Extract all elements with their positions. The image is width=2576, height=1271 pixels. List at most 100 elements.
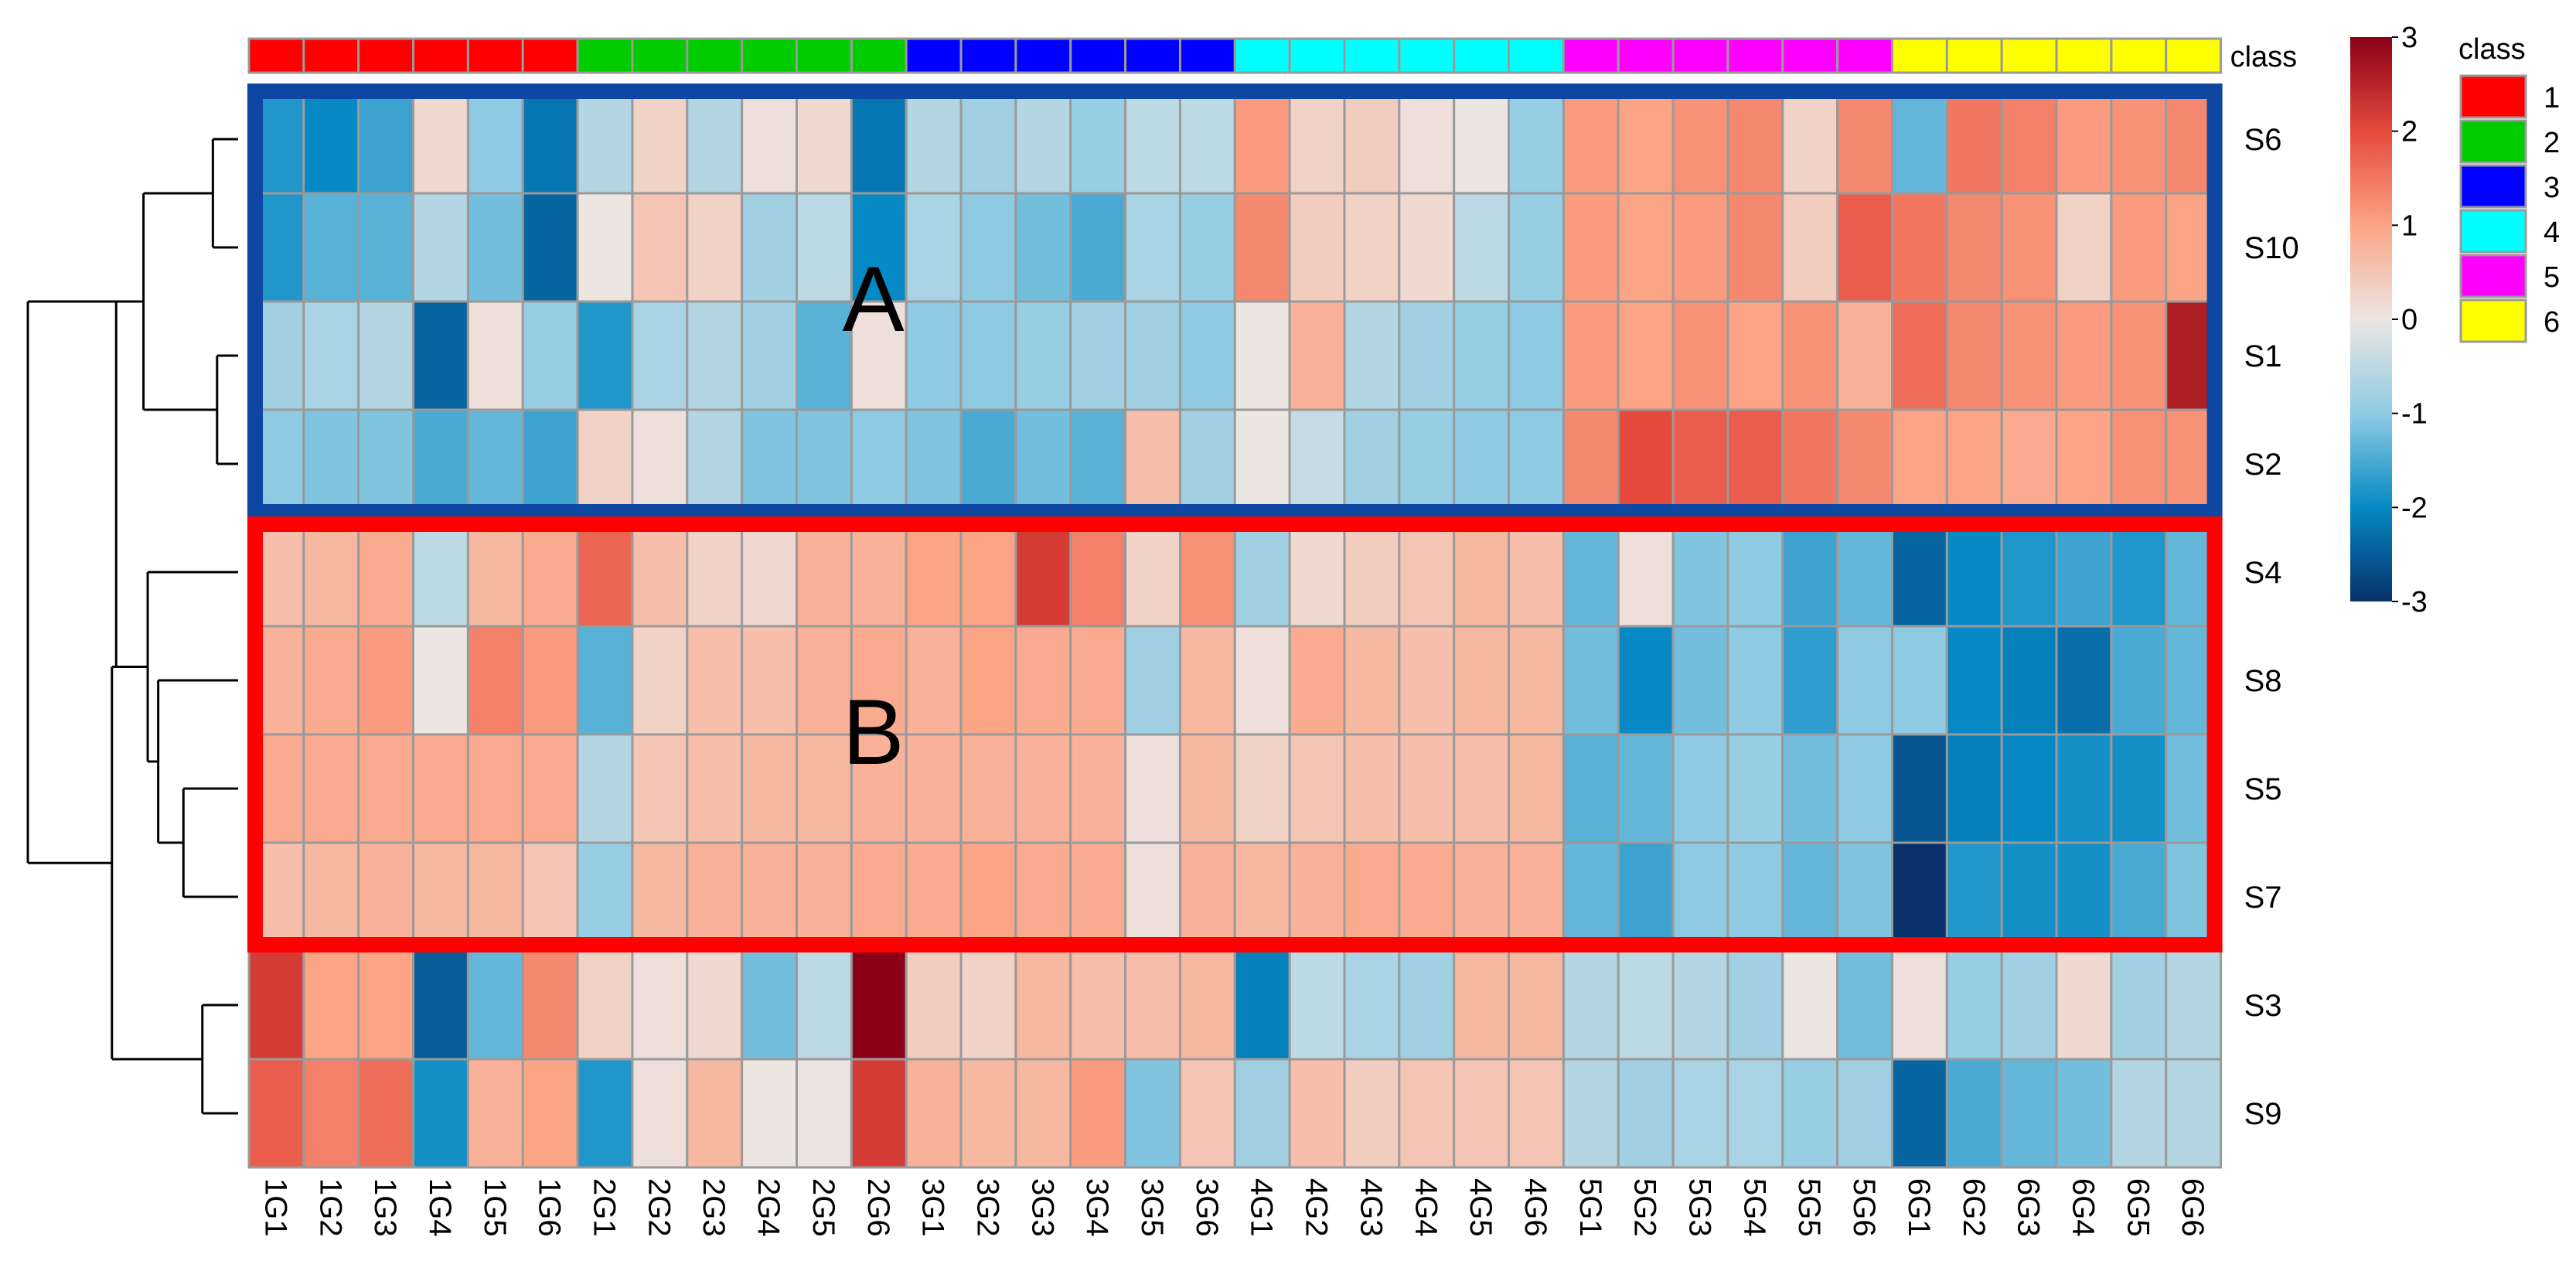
heatmap-cell: [1726, 949, 1784, 1061]
column-label: 3G2: [970, 1178, 1004, 1237]
heatmap-cell: [412, 408, 469, 520]
column-label: 3G1: [916, 1178, 950, 1237]
heatmap-cell: [1453, 192, 1511, 303]
heatmap-cell: [1014, 949, 1072, 1061]
heatmap-cell: [2110, 192, 2168, 303]
heatmap-cell: [2110, 733, 2168, 844]
heatmap-cell: [521, 733, 579, 844]
heatmap-cell: [2055, 83, 2113, 195]
heatmap-cell: [302, 516, 360, 628]
heatmap-cell: [2110, 83, 2168, 195]
heatmap-cell: [1178, 733, 1236, 844]
heatmap-cell: [466, 300, 524, 411]
annotation-cell: [1781, 37, 1839, 74]
heatmap-cell: [1945, 625, 2003, 736]
color-scale-tick-label: 0: [2401, 304, 2418, 336]
heatmap-cell: [1233, 408, 1291, 520]
annotation-cell: [686, 37, 744, 74]
column-label: 2G5: [806, 1178, 840, 1237]
heatmap-cell: [521, 949, 579, 1061]
heatmap-cell: [1781, 408, 1839, 520]
heatmap-cell: [1781, 1058, 1839, 1169]
heatmap-cell: [1069, 192, 1127, 303]
annotation-cell: [1453, 37, 1511, 74]
heatmap-cell: [466, 192, 524, 303]
heatmap-cell: [2000, 408, 2058, 520]
heatmap-cell: [1891, 841, 1948, 952]
heatmap-cell: [412, 1058, 469, 1169]
heatmap-cell: [1781, 300, 1839, 411]
heatmap-cell: [1508, 192, 1565, 303]
heatmap-cell: [357, 516, 415, 628]
heatmap-cell: [1124, 192, 1181, 303]
heatmap-cells: [247, 83, 2223, 1169]
annotation-cell: [2055, 37, 2113, 74]
heatmap-cell: [686, 300, 744, 411]
heatmap-cell: [1014, 1058, 1072, 1169]
heatmap-cell: [850, 841, 908, 952]
annotation-cell: [2165, 37, 2223, 74]
heatmap-cell: [1343, 516, 1401, 628]
column-label: 4G5: [1463, 1178, 1498, 1237]
annotation-cell: [1891, 37, 1948, 74]
class-legend-swatch: [2459, 74, 2527, 119]
heatmap-cell: [1726, 1058, 1784, 1169]
annotation-cell: [247, 37, 305, 74]
heatmap-cell: [576, 192, 634, 303]
heatmap-cell: [302, 83, 360, 195]
heatmap-cell: [1014, 516, 1072, 628]
heatmap-cell: [1617, 841, 1675, 952]
heatmap-cell: [1398, 408, 1456, 520]
heatmap-cell: [1508, 841, 1565, 952]
heatmap-cell: [1398, 83, 1456, 195]
column-label: 5G1: [1573, 1178, 1607, 1237]
heatmap-cell: [850, 733, 908, 844]
heatmap-cell: [741, 516, 799, 628]
heatmap-cell: [466, 1058, 524, 1169]
heatmap-cell: [1945, 516, 2003, 628]
heatmap-cell: [357, 841, 415, 952]
heatmap-cell: [1671, 949, 1729, 1061]
heatmap-cell: [1945, 300, 2003, 411]
heatmap-cell: [741, 192, 799, 303]
heatmap-cell: [1343, 83, 1401, 195]
row-label: S4: [2244, 556, 2282, 590]
class-annotation-bar: [247, 37, 2223, 74]
heatmap-cell: [1288, 625, 1346, 736]
heatmap-cell: [741, 1058, 799, 1169]
heatmap-cell: [2000, 841, 2058, 952]
heatmap-cell: [2165, 949, 2223, 1061]
heatmap-cell: [521, 300, 579, 411]
heatmap-cell: [796, 625, 853, 736]
heatmap-cell: [631, 949, 689, 1061]
heatmap-cell: [1178, 1058, 1236, 1169]
heatmap-cell: [2055, 949, 2113, 1061]
column-label: 6G4: [2066, 1178, 2100, 1237]
heatmap-cell: [1891, 83, 1948, 195]
heatmap-cell: [1617, 949, 1675, 1061]
heatmap-cell: [412, 83, 469, 195]
heatmap-cell: [686, 83, 744, 195]
heatmap-cell: [2000, 625, 2058, 736]
heatmap-cell: [631, 300, 689, 411]
column-label: 5G2: [1628, 1178, 1662, 1237]
heatmap-cell: [1398, 841, 1456, 952]
heatmap-cell: [1891, 733, 1948, 844]
heatmap-cell: [905, 408, 963, 520]
heatmap-cell: [905, 949, 963, 1061]
heatmap-cell: [521, 516, 579, 628]
annotation-cell: [1836, 37, 1893, 74]
column-label: 3G6: [1190, 1178, 1224, 1237]
heatmap-cell: [1836, 1058, 1893, 1169]
heatmap-cell: [1453, 83, 1511, 195]
annotation-cell: [1508, 37, 1565, 74]
heatmap-cell: [1836, 841, 1893, 952]
heatmap-cell: [1726, 408, 1784, 520]
annotation-cell: [466, 37, 524, 74]
heatmap-cell: [1178, 516, 1236, 628]
heatmap-cell: [1671, 408, 1729, 520]
heatmap-cell: [1453, 408, 1511, 520]
row-labels: S6 S10 S1 S2 S4 S8 S5 S7 S3 S9: [2244, 123, 2299, 1131]
heatmap-cell: [905, 83, 963, 195]
heatmap-cell: [302, 192, 360, 303]
